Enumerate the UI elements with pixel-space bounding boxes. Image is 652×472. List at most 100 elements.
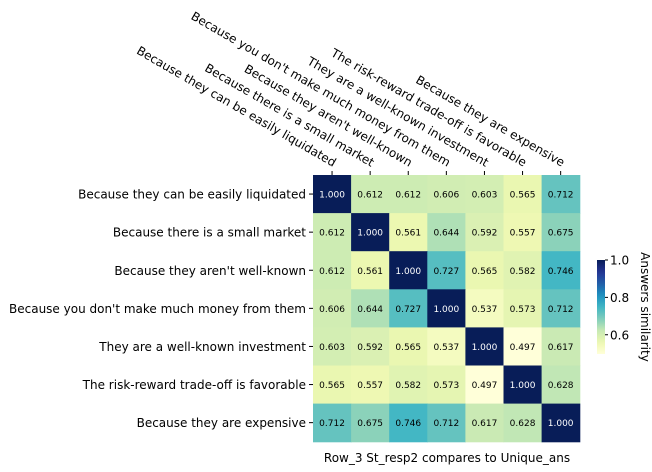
heatmap-cell-r3-c3 <box>427 289 466 328</box>
heatmap-cell-r1-c1 <box>351 213 390 252</box>
heatmap-cell-r0-c3 <box>427 175 466 214</box>
cell-value-r0-c3: 0.606 <box>433 191 459 201</box>
cell-value-r0-c1: 0.612 <box>357 191 383 201</box>
heatmap-cell-r6-c5 <box>503 403 543 443</box>
heatmap-cell-r5-c4 <box>465 365 505 405</box>
heatmap-cell-r5-c5 <box>503 365 543 405</box>
heatmap-cell-r3-c0 <box>313 289 352 328</box>
cell-value-r6-c3: 0.712 <box>433 419 459 429</box>
row-tick-label-1: Because there is a small market <box>113 226 306 240</box>
cell-value-r1-c6: 0.675 <box>548 229 574 239</box>
cell-value-r3-c4: 0.537 <box>472 305 498 315</box>
colorbar-tick-label-0: 0.6 <box>610 328 629 342</box>
cell-value-r4-c3: 0.537 <box>433 343 459 353</box>
cell-value-r6-c4: 0.617 <box>472 419 498 429</box>
heatmap-cell-r6-c6 <box>541 403 581 443</box>
cell-value-r2-c1: 0.561 <box>357 267 383 277</box>
cell-value-r6-c2: 0.746 <box>395 419 421 429</box>
heatmap-cell-r0-c5 <box>503 175 543 214</box>
heatmap-cell-r3-c6 <box>541 289 581 328</box>
cell-value-r3-c6: 0.712 <box>548 305 574 315</box>
heatmap-cell-r4-c5 <box>503 327 543 367</box>
heatmap-cell-r5-c2 <box>389 365 428 405</box>
cell-value-r2-c3: 0.727 <box>433 267 459 277</box>
cell-value-r4-c2: 0.565 <box>395 343 421 353</box>
heatmap-cell-r1-c2 <box>389 213 428 252</box>
heatmap-cell-r1-c6 <box>541 213 581 252</box>
colorbar-tick-label-2: 1.0 <box>610 254 629 268</box>
cell-value-r4-c6: 0.617 <box>548 343 574 353</box>
heatmap-cell-r2-c1 <box>351 251 390 290</box>
cell-value-r3-c5: 0.573 <box>510 305 536 315</box>
heatmap-cell-r5-c1 <box>351 365 390 405</box>
heatmap-cell-r1-c0 <box>313 213 352 252</box>
cell-value-r3-c0: 0.606 <box>319 305 345 315</box>
cell-value-r0-c2: 0.612 <box>395 191 421 201</box>
heatmap-cell-r0-c2 <box>389 175 428 214</box>
cell-value-r5-c6: 0.628 <box>548 381 574 391</box>
heatmap-cell-r3-c5 <box>503 289 543 328</box>
heatmap-cell-r6-c3 <box>427 403 466 443</box>
cell-value-r0-c0: 1.000 <box>319 191 345 201</box>
heatmap-cell-r1-c3 <box>427 213 466 252</box>
cell-value-r0-c6: 0.712 <box>548 191 574 201</box>
cell-value-r5-c0: 0.565 <box>319 381 345 391</box>
row-tick-label-3: Because you don't make much money from t… <box>9 302 306 316</box>
heatmap-cell-r4-c1 <box>351 327 390 367</box>
cell-value-r1-c0: 0.612 <box>319 229 345 239</box>
heatmap-cell-labels: 1.000 0.612 0.612 0.606 0.603 0.565 0.712 0.612… <box>319 191 574 430</box>
cell-value-r4-c1: 0.592 <box>357 343 383 353</box>
colorbar: 0.6 0.8 1.0 Answers similarity <box>597 252 652 362</box>
cell-value-r6-c0: 0.712 <box>319 419 345 429</box>
cell-value-r3-c2: 0.727 <box>395 305 421 315</box>
cell-value-r0-c4: 0.603 <box>472 191 498 201</box>
heatmap-cell-r4-c2 <box>389 327 428 367</box>
cell-value-r4-c4: 1.000 <box>472 343 498 353</box>
cell-value-r0-c5: 0.565 <box>510 191 536 201</box>
cell-value-r6-c1: 0.675 <box>357 419 383 429</box>
cell-value-r2-c4: 0.565 <box>472 267 498 277</box>
colorbar-tick-label-1: 0.8 <box>610 291 629 305</box>
heatmap-cell-r6-c1 <box>351 403 390 443</box>
heatmap-cell-r6-c0 <box>313 403 352 443</box>
cell-value-r2-c2: 1.000 <box>395 267 421 277</box>
cell-value-r2-c6: 0.746 <box>548 267 574 277</box>
row-tick-labels: Because they can be easily liquidated Bec… <box>9 188 313 430</box>
colorbar-ticks: 0.6 0.8 1.0 <box>605 254 629 342</box>
row-tick-label-6: Because they are expensive <box>137 416 306 430</box>
cell-value-r5-c1: 0.557 <box>357 381 383 391</box>
cell-value-r3-c1: 0.644 <box>357 305 383 315</box>
colorbar-gradient <box>597 260 605 354</box>
heatmap-cell-r4-c4 <box>465 327 505 367</box>
cell-value-r4-c0: 0.603 <box>319 343 345 353</box>
heatmap-cells <box>313 175 581 443</box>
cell-value-r2-c5: 0.582 <box>510 267 536 277</box>
row-tick-label-4: They are a well-known investment <box>98 340 306 354</box>
cell-value-r1-c1: 1.000 <box>357 229 383 239</box>
heatmap-cell-r3-c1 <box>351 289 390 328</box>
heatmap-cell-r4-c0 <box>313 327 352 367</box>
heatmap-cell-r2-c5 <box>503 251 543 290</box>
cell-value-r5-c5: 1.000 <box>510 381 536 391</box>
heatmap-cell-r5-c0 <box>313 365 352 405</box>
heatmap-cell-r5-c6 <box>541 365 581 405</box>
heatmap-cell-r2-c0 <box>313 251 352 290</box>
heatmap-cell-r1-c4 <box>465 213 505 252</box>
cell-value-r1-c2: 0.561 <box>395 229 421 239</box>
heatmap-cell-r0-c0 <box>313 175 352 214</box>
cell-value-r6-c5: 0.628 <box>510 419 536 429</box>
heatmap-cell-r0-c1 <box>351 175 390 214</box>
row-tick-label-0: Because they can be easily liquidated <box>78 188 306 202</box>
cell-value-r1-c4: 0.592 <box>472 229 498 239</box>
cell-value-r1-c3: 0.644 <box>433 229 459 239</box>
heatmap-cell-r0-c4 <box>465 175 505 214</box>
heatmap-cell-r3-c2 <box>389 289 428 328</box>
heatmap-cell-r6-c4 <box>465 403 505 443</box>
heatmap-cell-r2-c3 <box>427 251 466 290</box>
column-tick-labels: Because they can be easily liquidatedBec… <box>134 9 567 175</box>
cell-value-r1-c5: 0.557 <box>510 229 536 239</box>
heatmap-cell-r2-c6 <box>541 251 581 290</box>
heatmap-cell-r0-c6 <box>541 175 581 214</box>
heatmap-cell-r2-c4 <box>465 251 505 290</box>
